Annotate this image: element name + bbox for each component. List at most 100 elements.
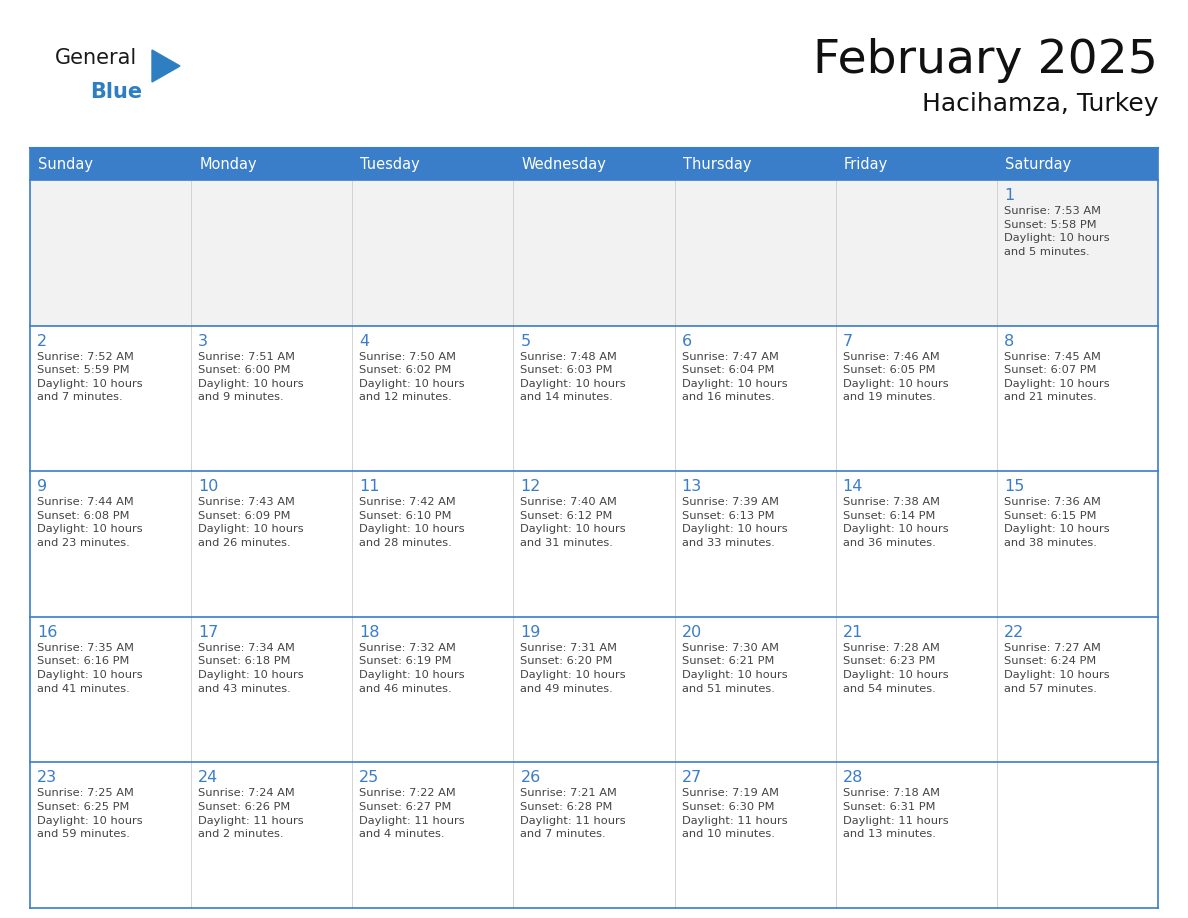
Bar	[191, 326, 353, 471]
Bar	[191, 763, 353, 908]
Text: Sunrise: 7:43 AM
Sunset: 6:09 PM
Daylight: 10 hours
and 26 minutes.: Sunrise: 7:43 AM Sunset: 6:09 PM Dayligh…	[198, 498, 304, 548]
Text: Sunrise: 7:27 AM
Sunset: 6:24 PM
Daylight: 10 hours
and 57 minutes.: Sunrise: 7:27 AM Sunset: 6:24 PM Dayligh…	[1004, 643, 1110, 694]
Bar	[30, 180, 191, 326]
Text: 13: 13	[682, 479, 702, 494]
Text: 6: 6	[682, 333, 691, 349]
Bar	[30, 471, 191, 617]
Text: Saturday: Saturday	[1005, 156, 1072, 172]
Text: Sunrise: 7:34 AM
Sunset: 6:18 PM
Daylight: 10 hours
and 43 minutes.: Sunrise: 7:34 AM Sunset: 6:18 PM Dayligh…	[198, 643, 304, 694]
Text: 22: 22	[1004, 625, 1024, 640]
Bar	[191, 148, 353, 180]
Text: Sunrise: 7:44 AM
Sunset: 6:08 PM
Daylight: 10 hours
and 23 minutes.: Sunrise: 7:44 AM Sunset: 6:08 PM Dayligh…	[37, 498, 143, 548]
Text: 24: 24	[198, 770, 219, 786]
Text: 11: 11	[359, 479, 380, 494]
Bar	[997, 326, 1158, 471]
Bar	[997, 148, 1158, 180]
Text: 7: 7	[842, 333, 853, 349]
Text: Sunrise: 7:35 AM
Sunset: 6:16 PM
Daylight: 10 hours
and 41 minutes.: Sunrise: 7:35 AM Sunset: 6:16 PM Dayligh…	[37, 643, 143, 694]
Bar	[675, 763, 835, 908]
Polygon shape	[152, 50, 181, 82]
Text: 15: 15	[1004, 479, 1024, 494]
Bar	[30, 148, 191, 180]
Bar	[835, 617, 997, 763]
Bar	[835, 326, 997, 471]
Text: Sunrise: 7:24 AM
Sunset: 6:26 PM
Daylight: 11 hours
and 2 minutes.: Sunrise: 7:24 AM Sunset: 6:26 PM Dayligh…	[198, 789, 304, 839]
Bar	[835, 148, 997, 180]
Text: 12: 12	[520, 479, 541, 494]
Text: Sunrise: 7:25 AM
Sunset: 6:25 PM
Daylight: 10 hours
and 59 minutes.: Sunrise: 7:25 AM Sunset: 6:25 PM Dayligh…	[37, 789, 143, 839]
Bar	[835, 180, 997, 326]
Text: 26: 26	[520, 770, 541, 786]
Text: Sunrise: 7:39 AM
Sunset: 6:13 PM
Daylight: 10 hours
and 33 minutes.: Sunrise: 7:39 AM Sunset: 6:13 PM Dayligh…	[682, 498, 788, 548]
Bar	[353, 471, 513, 617]
Text: 4: 4	[359, 333, 369, 349]
Text: Sunrise: 7:21 AM
Sunset: 6:28 PM
Daylight: 11 hours
and 7 minutes.: Sunrise: 7:21 AM Sunset: 6:28 PM Dayligh…	[520, 789, 626, 839]
Text: Thursday: Thursday	[683, 156, 751, 172]
Text: Sunrise: 7:47 AM
Sunset: 6:04 PM
Daylight: 10 hours
and 16 minutes.: Sunrise: 7:47 AM Sunset: 6:04 PM Dayligh…	[682, 352, 788, 402]
Text: Sunrise: 7:48 AM
Sunset: 6:03 PM
Daylight: 10 hours
and 14 minutes.: Sunrise: 7:48 AM Sunset: 6:03 PM Dayligh…	[520, 352, 626, 402]
Bar	[353, 326, 513, 471]
Bar	[675, 326, 835, 471]
Bar	[835, 471, 997, 617]
Text: Sunrise: 7:52 AM
Sunset: 5:59 PM
Daylight: 10 hours
and 7 minutes.: Sunrise: 7:52 AM Sunset: 5:59 PM Dayligh…	[37, 352, 143, 402]
Bar	[835, 763, 997, 908]
Bar	[513, 180, 675, 326]
Text: Sunrise: 7:22 AM
Sunset: 6:27 PM
Daylight: 11 hours
and 4 minutes.: Sunrise: 7:22 AM Sunset: 6:27 PM Dayligh…	[359, 789, 465, 839]
Text: Sunrise: 7:40 AM
Sunset: 6:12 PM
Daylight: 10 hours
and 31 minutes.: Sunrise: 7:40 AM Sunset: 6:12 PM Dayligh…	[520, 498, 626, 548]
Text: Friday: Friday	[843, 156, 887, 172]
Text: 23: 23	[37, 770, 57, 786]
Text: 27: 27	[682, 770, 702, 786]
Text: Sunrise: 7:36 AM
Sunset: 6:15 PM
Daylight: 10 hours
and 38 minutes.: Sunrise: 7:36 AM Sunset: 6:15 PM Dayligh…	[1004, 498, 1110, 548]
Text: Sunday: Sunday	[38, 156, 93, 172]
Text: Sunrise: 7:50 AM
Sunset: 6:02 PM
Daylight: 10 hours
and 12 minutes.: Sunrise: 7:50 AM Sunset: 6:02 PM Dayligh…	[359, 352, 465, 402]
Text: 21: 21	[842, 625, 864, 640]
Text: 9: 9	[37, 479, 48, 494]
Text: 18: 18	[359, 625, 380, 640]
Bar	[353, 180, 513, 326]
Text: Sunrise: 7:42 AM
Sunset: 6:10 PM
Daylight: 10 hours
and 28 minutes.: Sunrise: 7:42 AM Sunset: 6:10 PM Dayligh…	[359, 498, 465, 548]
Text: Sunrise: 7:28 AM
Sunset: 6:23 PM
Daylight: 10 hours
and 54 minutes.: Sunrise: 7:28 AM Sunset: 6:23 PM Dayligh…	[842, 643, 948, 694]
Bar	[997, 471, 1158, 617]
Bar	[675, 471, 835, 617]
Text: 16: 16	[37, 625, 57, 640]
Text: 14: 14	[842, 479, 864, 494]
Text: General: General	[55, 48, 138, 68]
Bar	[353, 148, 513, 180]
Bar	[513, 471, 675, 617]
Bar	[30, 617, 191, 763]
Bar	[353, 617, 513, 763]
Text: Monday: Monday	[200, 156, 257, 172]
Text: Sunrise: 7:51 AM
Sunset: 6:00 PM
Daylight: 10 hours
and 9 minutes.: Sunrise: 7:51 AM Sunset: 6:00 PM Dayligh…	[198, 352, 304, 402]
Bar	[513, 617, 675, 763]
Bar	[513, 763, 675, 908]
Bar	[191, 617, 353, 763]
Bar	[191, 180, 353, 326]
Bar	[997, 617, 1158, 763]
Text: 8: 8	[1004, 333, 1015, 349]
Bar	[997, 763, 1158, 908]
Text: 2: 2	[37, 333, 48, 349]
Text: 17: 17	[198, 625, 219, 640]
Text: Sunrise: 7:31 AM
Sunset: 6:20 PM
Daylight: 10 hours
and 49 minutes.: Sunrise: 7:31 AM Sunset: 6:20 PM Dayligh…	[520, 643, 626, 694]
Bar	[513, 326, 675, 471]
Text: Sunrise: 7:53 AM
Sunset: 5:58 PM
Daylight: 10 hours
and 5 minutes.: Sunrise: 7:53 AM Sunset: 5:58 PM Dayligh…	[1004, 206, 1110, 257]
Bar	[30, 326, 191, 471]
Bar	[675, 148, 835, 180]
Text: 5: 5	[520, 333, 531, 349]
Bar	[353, 763, 513, 908]
Text: 1: 1	[1004, 188, 1015, 203]
Text: Sunrise: 7:46 AM
Sunset: 6:05 PM
Daylight: 10 hours
and 19 minutes.: Sunrise: 7:46 AM Sunset: 6:05 PM Dayligh…	[842, 352, 948, 402]
Bar	[30, 763, 191, 908]
Text: 3: 3	[198, 333, 208, 349]
Text: Wednesday: Wednesday	[522, 156, 606, 172]
Bar	[675, 617, 835, 763]
Bar	[513, 148, 675, 180]
Text: 20: 20	[682, 625, 702, 640]
Text: Sunrise: 7:32 AM
Sunset: 6:19 PM
Daylight: 10 hours
and 46 minutes.: Sunrise: 7:32 AM Sunset: 6:19 PM Dayligh…	[359, 643, 465, 694]
Text: Tuesday: Tuesday	[360, 156, 421, 172]
Bar	[997, 180, 1158, 326]
Text: Sunrise: 7:38 AM
Sunset: 6:14 PM
Daylight: 10 hours
and 36 minutes.: Sunrise: 7:38 AM Sunset: 6:14 PM Dayligh…	[842, 498, 948, 548]
Text: Sunrise: 7:45 AM
Sunset: 6:07 PM
Daylight: 10 hours
and 21 minutes.: Sunrise: 7:45 AM Sunset: 6:07 PM Dayligh…	[1004, 352, 1110, 402]
Text: 28: 28	[842, 770, 864, 786]
Text: 19: 19	[520, 625, 541, 640]
